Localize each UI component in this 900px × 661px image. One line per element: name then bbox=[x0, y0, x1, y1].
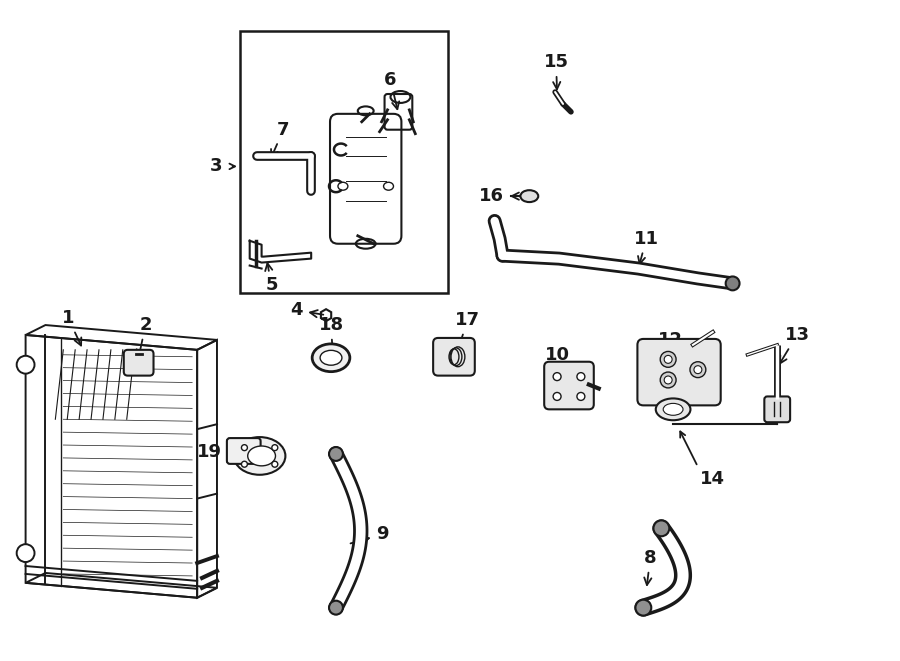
Text: 18: 18 bbox=[319, 316, 344, 353]
Ellipse shape bbox=[520, 190, 538, 202]
Text: 5: 5 bbox=[266, 263, 278, 294]
FancyBboxPatch shape bbox=[433, 338, 475, 375]
Ellipse shape bbox=[320, 350, 342, 366]
Circle shape bbox=[653, 520, 670, 536]
Text: 13: 13 bbox=[779, 326, 810, 364]
Circle shape bbox=[661, 352, 676, 368]
Circle shape bbox=[329, 601, 343, 615]
Ellipse shape bbox=[248, 446, 275, 466]
Circle shape bbox=[554, 373, 561, 381]
Text: 2: 2 bbox=[137, 316, 152, 357]
Text: 16: 16 bbox=[479, 187, 526, 205]
Circle shape bbox=[17, 544, 34, 562]
Text: 15: 15 bbox=[544, 54, 569, 89]
FancyBboxPatch shape bbox=[544, 362, 594, 409]
Circle shape bbox=[554, 393, 561, 401]
Circle shape bbox=[664, 376, 672, 384]
Text: 11: 11 bbox=[634, 230, 659, 264]
Circle shape bbox=[635, 600, 652, 615]
Ellipse shape bbox=[663, 403, 683, 415]
Circle shape bbox=[661, 372, 676, 388]
Bar bbox=[239, 30, 448, 293]
Circle shape bbox=[329, 447, 343, 461]
FancyBboxPatch shape bbox=[637, 339, 721, 405]
Circle shape bbox=[577, 373, 585, 381]
FancyBboxPatch shape bbox=[124, 350, 154, 375]
Text: 10: 10 bbox=[544, 346, 571, 385]
FancyBboxPatch shape bbox=[227, 438, 261, 464]
Circle shape bbox=[577, 393, 585, 401]
Ellipse shape bbox=[656, 399, 690, 420]
Text: 19: 19 bbox=[196, 443, 237, 461]
Text: 8: 8 bbox=[644, 549, 657, 585]
Circle shape bbox=[272, 445, 278, 451]
FancyBboxPatch shape bbox=[764, 397, 790, 422]
Circle shape bbox=[664, 356, 672, 364]
Text: 7: 7 bbox=[271, 121, 290, 157]
Text: 6: 6 bbox=[384, 71, 400, 109]
Circle shape bbox=[694, 366, 702, 373]
Text: 14: 14 bbox=[700, 470, 725, 488]
Circle shape bbox=[17, 356, 34, 373]
Circle shape bbox=[241, 445, 248, 451]
Text: 4: 4 bbox=[290, 301, 323, 319]
Text: 3: 3 bbox=[210, 157, 222, 175]
Text: 17: 17 bbox=[455, 311, 481, 353]
Circle shape bbox=[272, 461, 278, 467]
Ellipse shape bbox=[312, 344, 350, 371]
Text: 1: 1 bbox=[62, 309, 81, 346]
Circle shape bbox=[725, 276, 740, 290]
Text: 9: 9 bbox=[350, 525, 389, 543]
Circle shape bbox=[241, 461, 248, 467]
Text: 12: 12 bbox=[658, 331, 682, 369]
Ellipse shape bbox=[234, 437, 285, 475]
Circle shape bbox=[690, 362, 706, 377]
